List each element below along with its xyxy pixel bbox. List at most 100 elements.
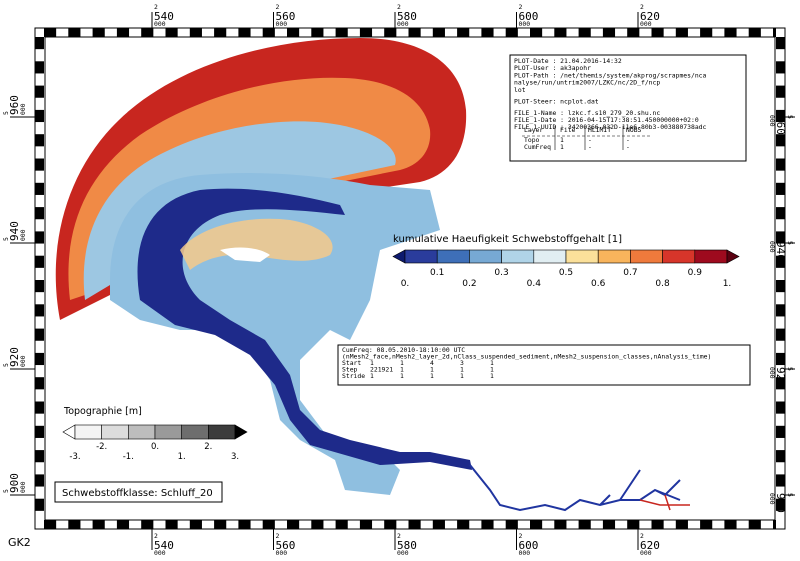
table-cell: 1 (560, 143, 564, 151)
border-segment (724, 28, 737, 37)
border-segment (776, 280, 785, 293)
colorbar-bin (154, 424, 182, 440)
colorbar-bin (630, 249, 663, 264)
query-cell: 1 (400, 372, 404, 380)
y-tick-prefix: 5 (2, 111, 10, 115)
border-segment (627, 520, 640, 529)
border-segment (384, 28, 397, 37)
colorbar-label: 0.9 (688, 268, 703, 278)
border-segment (116, 520, 130, 529)
table-cell: CumFreq (524, 143, 551, 151)
query-line: CumFreq: 08.05.2010-18:10:00 UTC (342, 346, 465, 354)
query-cell: 1 (490, 372, 494, 380)
border-segment (505, 28, 518, 37)
border-segment (457, 520, 470, 529)
colorbar-label: 0. (151, 442, 159, 452)
border-segment (44, 28, 57, 37)
x-tick-suffix: 000 (519, 20, 531, 28)
border-segment (35, 328, 44, 341)
border-segment (35, 61, 44, 74)
sand-bank (180, 218, 333, 270)
info-line: nalyse/run/untrim2007/LZKC/nc/2D_f/ncp (514, 79, 660, 87)
colorbar-label: -3. (69, 452, 80, 462)
x-tick-suffix: 000 (154, 20, 166, 28)
y-tick-main: 920 (774, 367, 787, 387)
query-box (337, 344, 751, 386)
y-tick-main: 900 (774, 493, 787, 513)
border-segment (189, 28, 202, 37)
border-segment (776, 231, 785, 244)
y-tick-prefix: 5 (786, 367, 794, 371)
border-segment (432, 28, 445, 37)
border-segment (35, 231, 44, 244)
border-segment (35, 255, 44, 268)
x-tick-prefix: 2 (154, 532, 158, 540)
y-tick-main: 960 (774, 115, 787, 135)
border-segment (35, 352, 44, 366)
y-tick-main: 920 (8, 347, 21, 367)
query-cell: 1 (370, 359, 374, 367)
query-cell: 221921 (370, 366, 393, 374)
table-header: File (560, 126, 576, 134)
query-text: CumFreq: 08.05.2010-18:10:00 UTC(nMesh2_… (342, 346, 711, 380)
border-segment (92, 520, 105, 529)
y-tick-prefix: 5 (786, 115, 794, 119)
colorbar-label: 0. (401, 279, 410, 289)
border-segment (141, 520, 154, 529)
y-tick-main: 940 (774, 241, 787, 261)
border-segment (776, 109, 785, 123)
query-cell: 1 (490, 366, 494, 374)
border-segment (776, 304, 785, 317)
border-segment (35, 182, 44, 195)
border-segment (776, 425, 785, 438)
colorbar-label: 3. (231, 452, 239, 462)
inner-frame (44, 36, 776, 521)
query-cell: 1 (460, 372, 464, 380)
border-segment (35, 498, 44, 511)
info-line: PLOT-Steer: ncplot.dat (514, 97, 599, 105)
colorbar-label: 1. (178, 452, 186, 462)
border-segment (214, 28, 227, 37)
x-tick-suffix: 000 (397, 20, 409, 28)
info-line: lot (514, 86, 526, 94)
border-segment (116, 28, 130, 37)
x-tick-prefix: 2 (519, 3, 523, 11)
x-tick-suffix: 000 (276, 20, 288, 28)
border-segment (165, 520, 178, 529)
x-tick-main: 540 (154, 539, 174, 552)
border-segment (35, 37, 44, 50)
info-line: PLOT-Path : /net/themis/system/akprog/sc… (514, 71, 707, 79)
border-segment (35, 425, 44, 438)
border-segment (262, 520, 275, 529)
colorbar-label: 0.3 (494, 268, 508, 278)
x-tick-main: 560 (276, 539, 296, 552)
border-segment (68, 28, 81, 37)
x-tick-main: 600 (519, 539, 539, 552)
table-cell: - (626, 143, 630, 151)
x-tick-suffix: 000 (640, 20, 652, 28)
x-tick-main: 560 (276, 10, 296, 23)
x-tick-main: 600 (519, 10, 539, 23)
x-tick-suffix: 000 (276, 549, 288, 557)
colorbar-bin (74, 424, 102, 440)
info-line: FILE_1-Name : lzkc.f.s10_279_20.shu.nc (514, 109, 660, 117)
border-segment (68, 520, 81, 529)
border-segment (776, 328, 785, 341)
query-cell: 1 (370, 372, 374, 380)
info-line: PLOT-Date : 21.04.2016-14:32 (514, 57, 622, 65)
border-segment (776, 352, 785, 366)
river-tributary (639, 494, 690, 511)
border-segment (776, 61, 785, 74)
colorbar-bin (436, 249, 470, 264)
border-segment (35, 377, 44, 390)
x-tick-prefix: 2 (154, 3, 158, 11)
y-tick-suffix: 000 (768, 241, 776, 253)
query-cell: 1 (460, 366, 464, 374)
info-box (509, 54, 747, 162)
colorbar-bin (662, 249, 696, 264)
table-cell: - (626, 136, 630, 144)
border-segment (35, 401, 44, 414)
table-cell: Topo (524, 136, 540, 144)
border-segment (627, 28, 640, 37)
